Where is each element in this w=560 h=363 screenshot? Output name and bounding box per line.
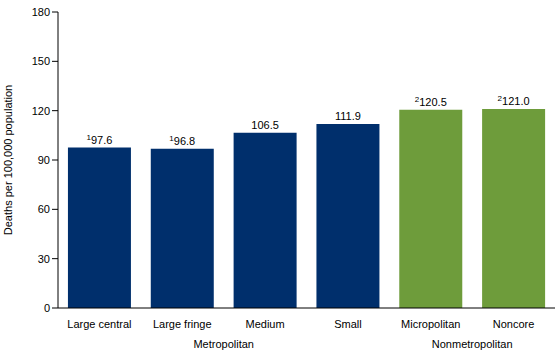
svg-text:60: 60 [38,203,50,215]
svg-text:Micropolitan: Micropolitan [401,318,460,330]
svg-text:Metropolitan: Metropolitan [193,338,254,350]
svg-text:Small: Small [334,318,362,330]
svg-text:0: 0 [44,302,50,314]
svg-text:Deaths per 100,000 population: Deaths per 100,000 population [2,85,14,235]
svg-text:120: 120 [32,105,50,117]
svg-text:197.6: 197.6 [87,133,113,146]
svg-text:Large fringe: Large fringe [153,318,212,330]
svg-text:30: 30 [38,253,50,265]
svg-text:180: 180 [32,6,50,18]
svg-text:106.5: 106.5 [251,119,279,131]
svg-text:Noncore: Noncore [493,318,535,330]
svg-text:111.9: 111.9 [335,110,361,122]
svg-text:2121.0: 2121.0 [498,94,530,107]
svg-text:Medium: Medium [246,318,285,330]
svg-text:150: 150 [32,55,50,67]
svg-text:Large central: Large central [67,318,131,330]
svg-text:Nonmetropolitan: Nonmetropolitan [432,338,513,350]
svg-text:196.8: 196.8 [169,134,195,147]
svg-text:2120.5: 2120.5 [415,95,447,108]
svg-text:90: 90 [38,154,50,166]
